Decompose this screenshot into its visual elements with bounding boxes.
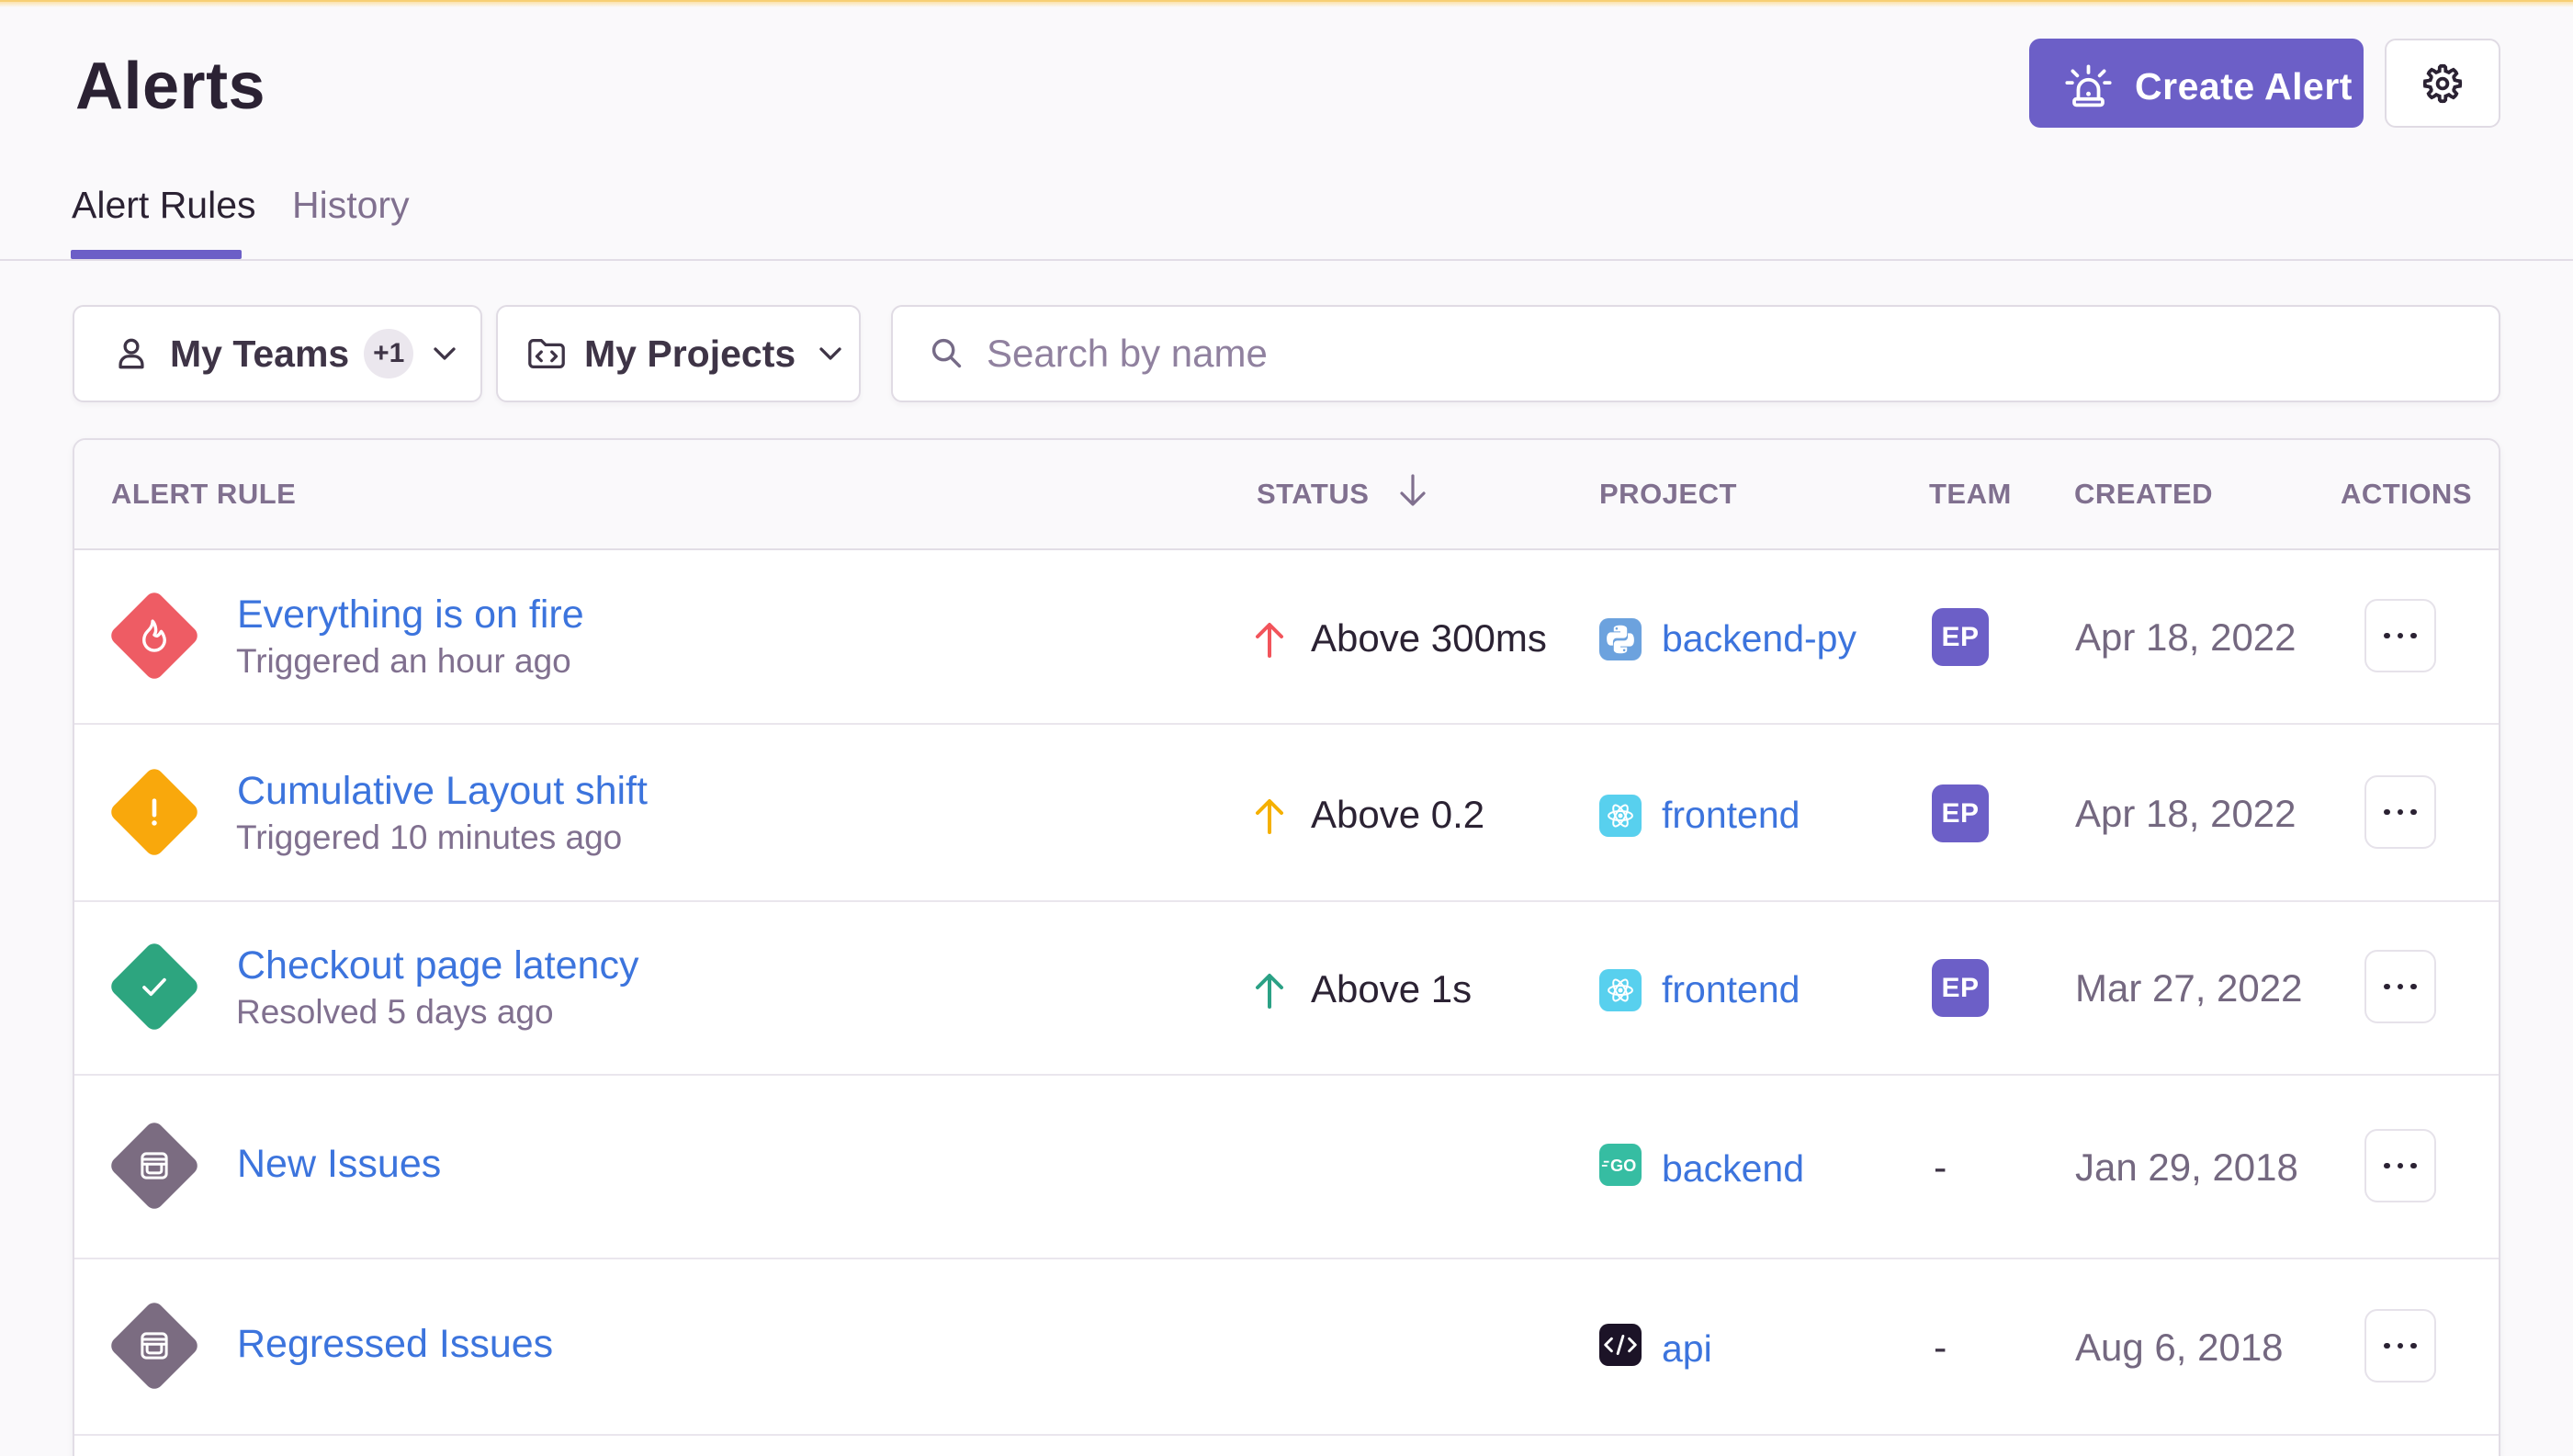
svg-text:GO: GO: [1610, 1157, 1636, 1175]
